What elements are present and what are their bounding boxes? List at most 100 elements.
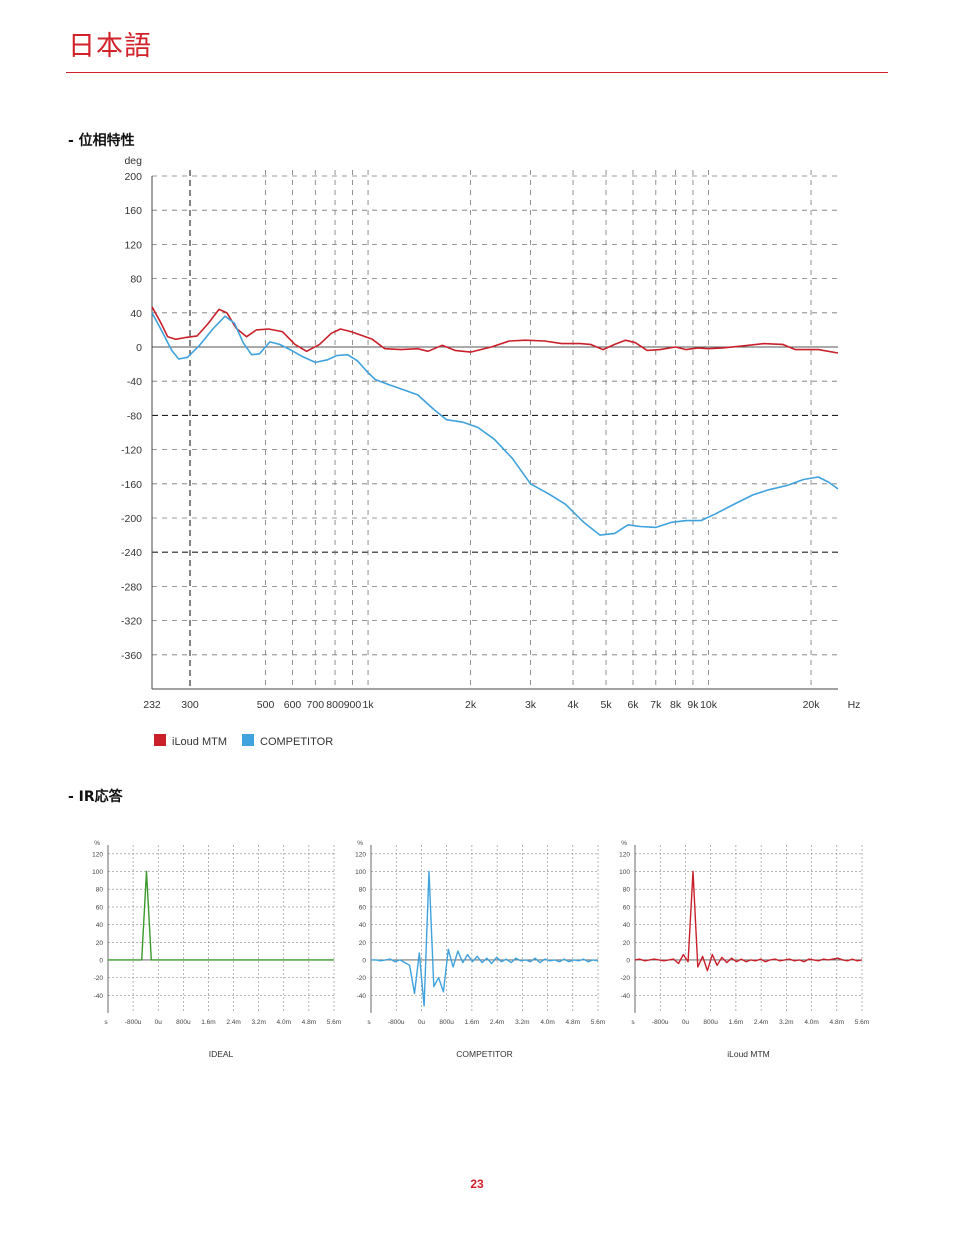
ir-section-title: - IR応答 — [68, 789, 123, 805]
y-tick-label: -80 — [127, 410, 142, 422]
legend-label-iloud-mtm: iLoud MTM — [172, 736, 227, 748]
ir-x-tick-label: -800u — [388, 1019, 405, 1026]
ir-x-tick-label: 3.2m — [251, 1019, 265, 1026]
y-tick-label: 80 — [130, 274, 142, 286]
ir-x-tick-label: 800u — [176, 1019, 191, 1026]
x-tick-label: 10k — [700, 699, 718, 711]
ir-series-trace — [371, 870, 599, 1007]
y-tick-label: -240 — [121, 547, 142, 559]
header-rule — [66, 72, 888, 73]
ir-x-tick-label: 4.0m — [804, 1019, 818, 1026]
ir-y-tick-label: 120 — [355, 851, 366, 858]
ir-y-tick-label: 60 — [623, 904, 631, 911]
ir-y-tick-label: 40 — [96, 922, 104, 929]
ir-y-tick-label: 100 — [355, 869, 366, 876]
x-tick-label: 1k — [363, 699, 375, 711]
ir-y-tick-label: 40 — [359, 922, 367, 929]
ir-x-tick-label: 4.8m — [302, 1019, 316, 1026]
ir-chart-iloud-mtm: 120 100 80 60 40 20 0 -20 -40% s -800u 0u 800u 1.6m 2.… — [619, 840, 869, 1059]
x-tick-label: 9k — [687, 699, 699, 711]
ir-chart-title: IDEAL — [209, 1049, 234, 1059]
ir-x-tick-label: s — [367, 1019, 371, 1026]
ir-y-tick-label: 80 — [359, 887, 367, 894]
y-tick-label: -40 — [127, 376, 142, 388]
x-axis-label: Hz — [848, 699, 861, 711]
ir-x-tick-label: 4.8m — [566, 1019, 580, 1026]
ir-y-tick-label: 20 — [623, 940, 631, 947]
ir-y-tick-label: -20 — [357, 975, 367, 982]
ir-y-tick-label: 0 — [362, 957, 366, 964]
x-tick-label: 20k — [803, 699, 821, 711]
ir-y-tick-label: 40 — [623, 922, 631, 929]
x-tick-label: 232 — [143, 699, 161, 711]
ir-y-tick-label: -40 — [357, 993, 367, 1000]
ir-x-tick-label: 5.6m — [855, 1019, 869, 1026]
ir-y-tick-label: 120 — [92, 851, 103, 858]
ir-y-axis-label: % — [357, 840, 363, 847]
x-tick-label: 700 — [307, 699, 325, 711]
x-tick-label: 5k — [600, 699, 612, 711]
ir-x-tick-label: 800u — [439, 1019, 454, 1026]
legend-swatch-iloud-mtm — [154, 734, 166, 746]
page-language-title: 日本語 — [68, 31, 152, 62]
ir-y-tick-label: -40 — [621, 993, 631, 1000]
y-tick-label: 120 — [124, 239, 142, 251]
ir-x-tick-label: 800u — [703, 1019, 718, 1026]
ir-y-tick-label: 100 — [92, 869, 103, 876]
ir-x-tick-label: 3.2m — [779, 1019, 793, 1026]
ir-y-tick-label: 0 — [99, 957, 103, 964]
ir-y-tick-label: -20 — [94, 975, 104, 982]
ir-y-tick-label: 80 — [96, 887, 104, 894]
x-tick-label: 300 — [181, 699, 199, 711]
phase-response-chart: 200 160 120 80 40 0 -40 -80 -120 -160 -200 -240 -280… — [121, 155, 861, 748]
y-tick-label: -320 — [121, 616, 142, 628]
page-number: 23 — [470, 1177, 484, 1191]
ir-series-trace — [634, 870, 863, 972]
ir-y-tick-label: 120 — [619, 851, 630, 858]
y-tick-label: -280 — [121, 581, 142, 593]
x-tick-label: 2k — [465, 699, 477, 711]
ir-chart-title: COMPETITOR — [456, 1049, 513, 1059]
ir-chart-ideal: 120 100 80 60 40 20 0 -20 -40% s -800u 0u 800u 1.6m 2.… — [92, 840, 341, 1059]
phase-section-title: - 位相特性 — [68, 133, 135, 149]
y-axis-label: deg — [124, 155, 142, 167]
x-tick-label: 600 — [284, 699, 302, 711]
ir-x-tick-label: -800u — [652, 1019, 669, 1026]
ir-y-tick-label: -40 — [94, 993, 104, 1000]
ir-y-tick-label: 80 — [623, 887, 631, 894]
y-tick-label: 40 — [130, 308, 142, 320]
ir-y-tick-label: -20 — [621, 975, 631, 982]
series-line-iloud-mtm — [151, 306, 839, 354]
ir-x-tick-label: s — [631, 1019, 635, 1026]
ir-x-tick-label: 4.8m — [830, 1019, 844, 1026]
legend-swatch-competitor — [242, 734, 254, 746]
x-tick-label: 800 — [326, 699, 344, 711]
ir-x-tick-label: 5.6m — [591, 1019, 605, 1026]
x-tick-label: 7k — [650, 699, 662, 711]
series-line-competitor — [151, 312, 839, 536]
ir-y-tick-label: 60 — [96, 904, 104, 911]
y-tick-label: -360 — [121, 650, 142, 662]
ir-x-tick-label: 3.2m — [515, 1019, 529, 1026]
ir-x-tick-label: 2.4m — [754, 1019, 768, 1026]
ir-x-tick-label: 1.6m — [729, 1019, 743, 1026]
x-tick-label: 3k — [525, 699, 537, 711]
ir-x-tick-label: 5.6m — [327, 1019, 341, 1026]
y-tick-label: -200 — [121, 513, 142, 525]
ir-series-trace — [108, 870, 334, 961]
ir-x-tick-label: 0u — [418, 1019, 426, 1026]
ir-y-axis-label: % — [94, 840, 100, 847]
ir-y-tick-label: 60 — [359, 904, 367, 911]
ir-x-tick-label: 2.4m — [226, 1019, 240, 1026]
ir-y-axis-label: % — [621, 840, 627, 847]
y-tick-label: 0 — [136, 342, 142, 354]
y-tick-label: -120 — [121, 445, 142, 457]
ir-x-tick-label: 1.6m — [465, 1019, 479, 1026]
y-tick-label: 200 — [124, 171, 142, 183]
x-tick-label: 4k — [567, 699, 579, 711]
ir-x-tick-label: -800u — [125, 1019, 142, 1026]
ir-x-tick-label: 1.6m — [201, 1019, 215, 1026]
ir-x-tick-label: 4.0m — [540, 1019, 554, 1026]
x-tick-label: 900 — [344, 699, 362, 711]
ir-x-tick-label: s — [104, 1019, 108, 1026]
